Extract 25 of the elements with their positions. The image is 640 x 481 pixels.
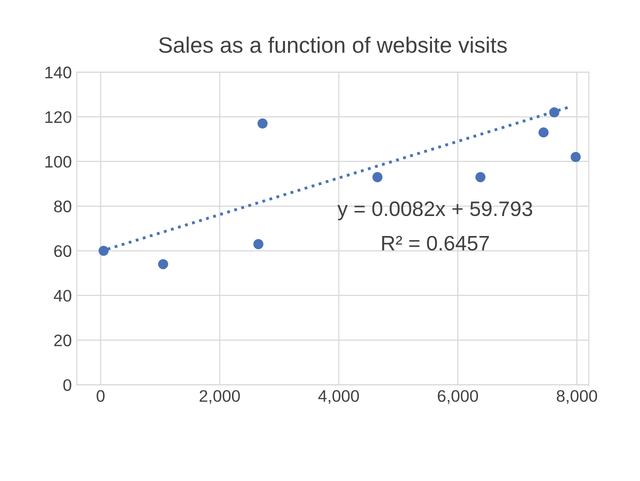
- x-tick-label: 2,000: [200, 390, 240, 404]
- annotation: R² = 0.6457: [382, 236, 489, 251]
- point: [570, 152, 581, 162]
- point: [257, 118, 268, 129]
- y-tick-label: 40: [54, 290, 72, 302]
- y-tick-label: 0: [63, 379, 72, 392]
- y-tick-label: 100: [45, 156, 72, 168]
- x-tick-label: 8,000: [556, 390, 598, 404]
- y-tick-label: 20: [54, 334, 72, 346]
- annotation: y = 0.0082x + 59.793: [337, 201, 532, 220]
- y-tick-label: 140: [45, 66, 72, 78]
- point: [253, 239, 264, 250]
- y-tick-label: 60: [54, 245, 72, 258]
- point: [98, 246, 109, 256]
- point: [538, 127, 549, 138]
- point: [158, 259, 168, 270]
- x-tick-label: 0: [96, 390, 105, 402]
- point: [549, 107, 560, 118]
- x-tick-label: 4,000: [318, 390, 359, 404]
- x-tick-label: 6,000: [438, 390, 478, 404]
- point: [372, 172, 383, 182]
- chart-title: Sales as a function of website visits: [159, 36, 507, 53]
- y-tick-label: 80: [54, 200, 72, 212]
- point: [475, 172, 486, 182]
- y-tick-label: 120: [45, 111, 72, 124]
